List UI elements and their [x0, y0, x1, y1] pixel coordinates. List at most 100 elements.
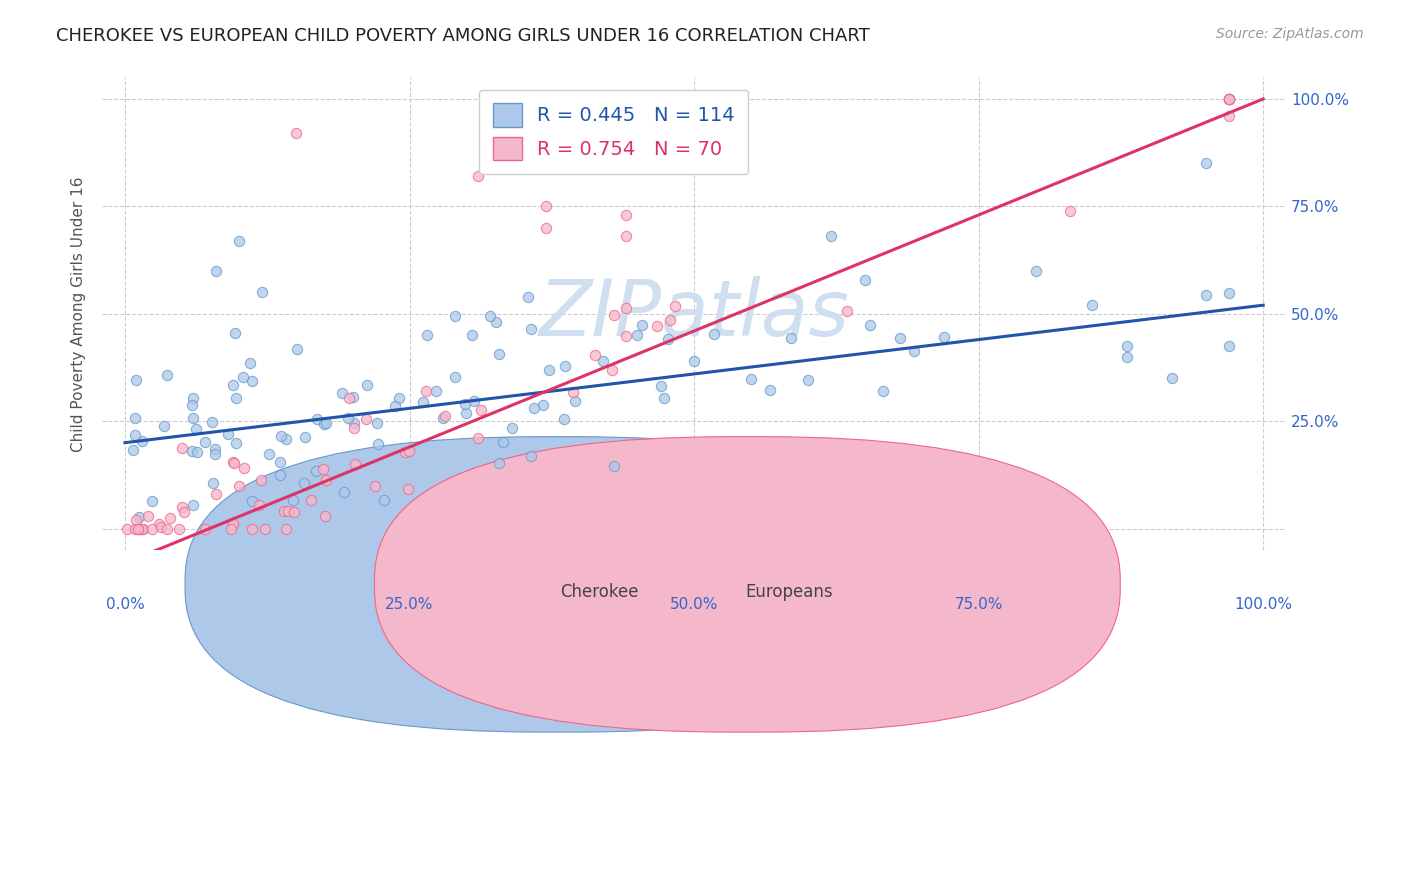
- Point: [553, 411, 575, 425]
- Point: [602, 308, 624, 322]
- Point: [797, 373, 820, 387]
- Point: [470, 402, 492, 417]
- Point: [444, 370, 467, 384]
- Point: [659, 313, 682, 327]
- Y-axis label: Child Poverty Among Girls Under 16: Child Poverty Among Girls Under 16: [72, 176, 86, 451]
- Point: [562, 385, 585, 400]
- Point: [1218, 92, 1240, 106]
- Point: [740, 372, 762, 386]
- Point: [225, 391, 247, 405]
- Point: [1059, 204, 1081, 219]
- Text: Cherokee: Cherokee: [560, 583, 638, 601]
- Point: [217, 427, 239, 442]
- Point: [531, 398, 554, 412]
- Point: [201, 415, 224, 429]
- Point: [889, 331, 911, 345]
- Point: [292, 476, 315, 491]
- Point: [285, 342, 308, 356]
- Point: [1195, 288, 1218, 302]
- Point: [934, 330, 956, 344]
- FancyBboxPatch shape: [186, 437, 931, 732]
- Point: [205, 487, 228, 501]
- Point: [484, 315, 506, 329]
- Point: [903, 343, 925, 358]
- Point: [583, 348, 606, 362]
- Point: [538, 363, 561, 377]
- Point: [315, 416, 337, 430]
- Point: [332, 484, 354, 499]
- Point: [384, 399, 406, 413]
- Point: [1218, 286, 1240, 301]
- Point: [488, 347, 510, 361]
- Point: [342, 421, 364, 435]
- Point: [253, 522, 276, 536]
- Point: [222, 516, 245, 531]
- Point: [239, 356, 262, 370]
- Point: [240, 374, 263, 388]
- Point: [1115, 339, 1137, 353]
- Point: [132, 522, 155, 536]
- Legend: R = 0.445   N = 114, R = 0.754   N = 70: R = 0.445 N = 114, R = 0.754 N = 70: [479, 89, 748, 174]
- Point: [269, 455, 291, 469]
- Point: [228, 234, 250, 248]
- Point: [388, 391, 411, 405]
- Point: [356, 377, 378, 392]
- Point: [517, 290, 540, 304]
- Point: [167, 522, 190, 536]
- Text: CHEROKEE VS EUROPEAN CHILD POVERTY AMONG GIRLS UNDER 16 CORRELATION CHART: CHEROKEE VS EUROPEAN CHILD POVERTY AMONG…: [56, 27, 870, 45]
- Point: [614, 329, 637, 343]
- Point: [398, 443, 420, 458]
- Point: [872, 384, 894, 398]
- Point: [131, 522, 153, 536]
- Point: [281, 492, 304, 507]
- Point: [312, 461, 335, 475]
- Text: 100.0%: 100.0%: [1234, 598, 1292, 613]
- Point: [416, 328, 439, 343]
- Text: ZIPatlas: ZIPatlas: [538, 276, 849, 351]
- Point: [1115, 350, 1137, 364]
- Point: [156, 368, 179, 382]
- Point: [242, 493, 264, 508]
- Point: [250, 285, 273, 300]
- Point: [614, 229, 637, 244]
- Point: [221, 455, 243, 469]
- Point: [454, 406, 477, 420]
- Point: [312, 417, 335, 432]
- Point: [183, 499, 205, 513]
- Point: [614, 208, 637, 222]
- Point: [534, 199, 557, 213]
- Point: [155, 522, 177, 536]
- Point: [366, 416, 388, 430]
- Point: [364, 478, 387, 492]
- Point: [554, 359, 576, 373]
- Point: [1161, 371, 1184, 385]
- Point: [425, 384, 447, 398]
- Point: [683, 354, 706, 368]
- Point: [247, 498, 270, 512]
- Point: [373, 493, 395, 508]
- Text: 50.0%: 50.0%: [669, 598, 718, 613]
- Point: [837, 304, 859, 318]
- Point: [454, 396, 477, 410]
- Point: [523, 401, 546, 415]
- Point: [332, 386, 354, 401]
- Point: [592, 353, 614, 368]
- Point: [173, 505, 195, 519]
- Point: [314, 509, 336, 524]
- Point: [412, 395, 434, 409]
- Point: [172, 441, 194, 455]
- Point: [152, 419, 174, 434]
- Point: [186, 445, 208, 459]
- Point: [204, 447, 226, 461]
- Point: [232, 370, 254, 384]
- Point: [274, 522, 297, 536]
- Point: [136, 508, 159, 523]
- Point: [250, 473, 273, 487]
- Text: 0.0%: 0.0%: [105, 598, 145, 613]
- Point: [1218, 109, 1240, 123]
- Point: [204, 442, 226, 457]
- Point: [467, 169, 489, 184]
- Point: [299, 492, 322, 507]
- Point: [127, 522, 149, 536]
- Point: [269, 467, 291, 482]
